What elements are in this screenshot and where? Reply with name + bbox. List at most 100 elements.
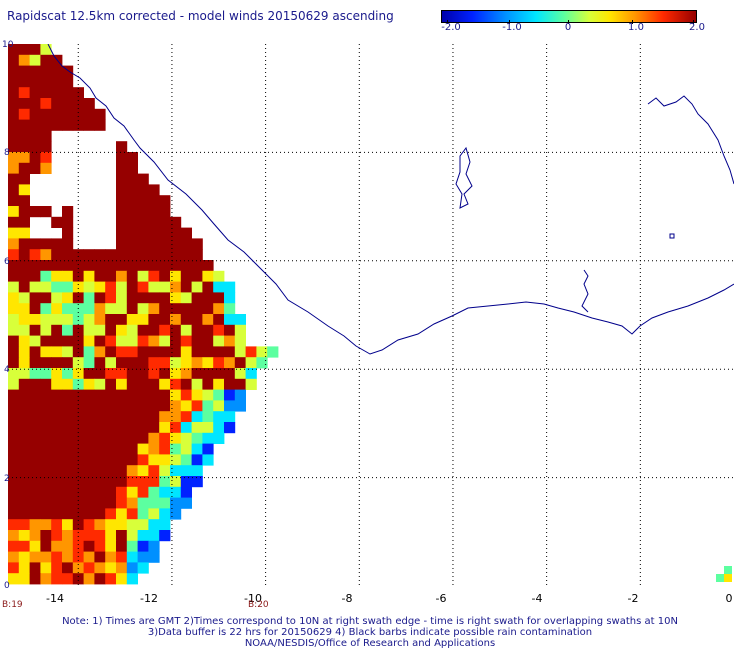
wind-cell — [40, 465, 52, 477]
wind-cell — [180, 411, 192, 423]
wind-cell — [94, 422, 106, 434]
wind-cell — [137, 270, 149, 282]
wind-cell — [224, 400, 236, 412]
wind-cell — [62, 216, 74, 228]
wind-cell — [51, 530, 63, 542]
wind-cell — [148, 238, 160, 250]
wind-cell — [51, 76, 63, 88]
wind-cell — [94, 530, 106, 542]
wind-cell — [159, 270, 171, 282]
wind-cell — [159, 281, 171, 293]
wind-cell — [202, 378, 214, 390]
wind-cell — [18, 54, 30, 66]
wind-cell — [83, 540, 95, 552]
wind-cell — [105, 411, 117, 423]
wind-cell — [116, 368, 128, 380]
wind-cell — [105, 303, 117, 315]
wind-cell — [224, 411, 236, 423]
wind-cell — [29, 87, 41, 99]
wind-cell — [191, 411, 203, 423]
wind-cell — [8, 130, 20, 142]
wind-cell — [116, 422, 128, 434]
time-label-left: B:19 — [2, 600, 23, 610]
lat-label: 6 — [4, 257, 10, 267]
wind-cell — [29, 130, 41, 142]
wind-cell — [18, 270, 30, 282]
wind-cell — [202, 303, 214, 315]
wind-cell — [62, 270, 74, 282]
wind-cell — [8, 324, 20, 336]
wind-cell — [116, 465, 128, 477]
wind-cell — [62, 292, 74, 304]
wind-cell — [18, 562, 30, 574]
wind-cell — [105, 292, 117, 304]
wind-cell — [180, 314, 192, 326]
wind-cell — [18, 65, 30, 77]
wind-cell — [40, 357, 52, 369]
wind-cell — [51, 378, 63, 390]
wind-cell — [126, 476, 138, 488]
colorbar-tick-label: -1.0 — [502, 22, 522, 33]
wind-cell — [18, 443, 30, 455]
wind-cell — [18, 98, 30, 110]
lat-label: 4 — [4, 365, 10, 375]
wind-cell — [94, 562, 106, 574]
wind-cell — [137, 454, 149, 466]
wind-cell — [191, 357, 203, 369]
wind-cell — [213, 411, 225, 423]
wind-cell — [159, 530, 171, 542]
wind-cell — [40, 324, 52, 336]
wind-cell — [40, 530, 52, 542]
wind-cell — [29, 206, 41, 218]
wind-cell — [116, 389, 128, 401]
wind-cell — [137, 368, 149, 380]
wind-cell — [29, 508, 41, 520]
wind-cell — [51, 281, 63, 293]
wind-cell — [180, 389, 192, 401]
wind-cell — [213, 422, 225, 434]
wind-cell — [159, 249, 171, 261]
wind-cell — [126, 227, 138, 239]
wind-cell — [148, 184, 160, 196]
wind-cell — [213, 378, 225, 390]
wind-cell — [83, 357, 95, 369]
wind-cell — [62, 411, 74, 423]
wind-cell — [159, 508, 171, 520]
wind-cell — [40, 432, 52, 444]
wind-cell — [40, 76, 52, 88]
wind-cell — [40, 98, 52, 110]
wind-cell — [18, 119, 30, 131]
wind-cell — [62, 476, 74, 488]
wind-cell — [126, 281, 138, 293]
wind-cell — [18, 44, 30, 56]
wind-cell — [213, 368, 225, 380]
wind-cell — [40, 346, 52, 358]
wind-cell — [18, 108, 30, 120]
wind-cell — [72, 389, 84, 401]
wind-cell — [40, 44, 52, 56]
wind-cell — [40, 108, 52, 120]
wind-cell — [148, 324, 160, 336]
wind-cell — [126, 216, 138, 228]
wind-cell — [62, 508, 74, 520]
wind-cell — [105, 324, 117, 336]
wind-cell — [40, 206, 52, 218]
wind-cell — [8, 270, 20, 282]
wind-cell — [159, 314, 171, 326]
wind-difference-cells — [8, 44, 732, 585]
lat-label: 2 — [4, 474, 10, 484]
wind-cell — [170, 270, 182, 282]
wind-cell — [148, 249, 160, 261]
wind-cell — [159, 335, 171, 347]
wind-cell — [202, 454, 214, 466]
wind-cell — [170, 443, 182, 455]
wind-cell — [159, 443, 171, 455]
colorbar-tick-label: 1.0 — [628, 22, 644, 33]
colorbar-tickmark — [447, 20, 448, 24]
wind-cell — [51, 400, 63, 412]
wind-cell — [8, 411, 20, 423]
wind-cell — [126, 346, 138, 358]
wind-cell — [148, 465, 160, 477]
wind-cell — [159, 346, 171, 358]
wind-cell — [18, 227, 30, 239]
